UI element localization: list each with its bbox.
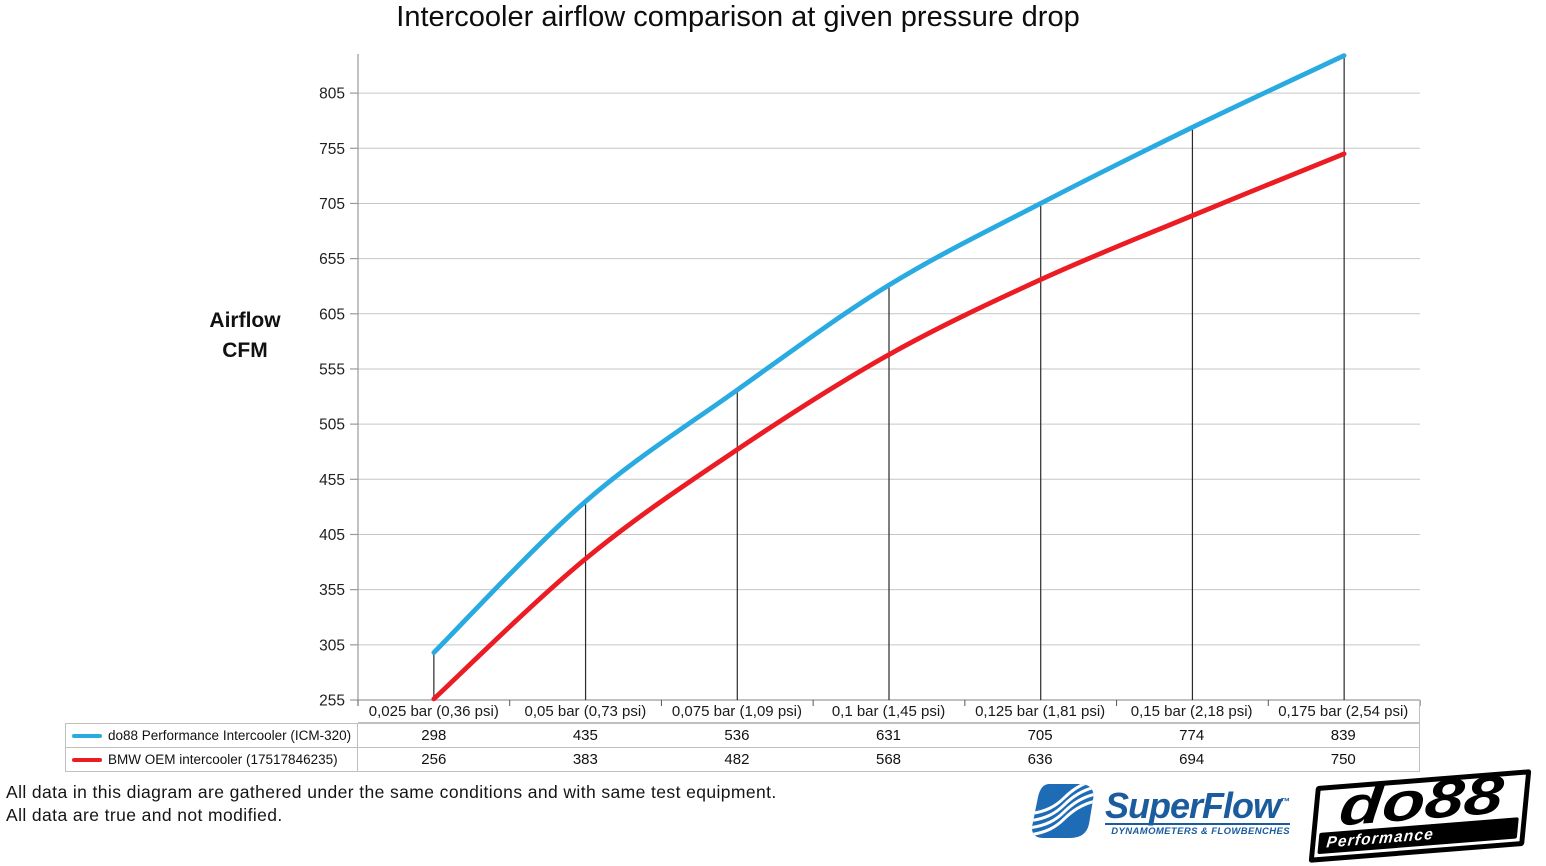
value-cell: 536 — [724, 727, 750, 744]
superflow-tagline: DYNAMOMETERS & FLOWBENCHES — [1105, 823, 1291, 837]
category-label: 0,025 bar (0,36 psi) — [368, 702, 499, 720]
y-tick-label: 305 — [319, 637, 345, 654]
value-cell: 636 — [1027, 751, 1053, 768]
value-cell: 482 — [724, 751, 750, 768]
series-line — [431, 53, 1347, 655]
legend-swatch — [72, 757, 102, 762]
value-cell: 435 — [572, 727, 598, 744]
footer-note: All data in this diagram are gathered un… — [6, 781, 777, 826]
legend-item: do88 Performance Intercooler (ICM-320) — [66, 724, 358, 747]
legend-label: BMW OEM intercooler (17517846235) — [108, 752, 338, 767]
y-axis-title: Airflow CFM — [185, 306, 305, 366]
chart-title: Intercooler airflow comparison at given … — [396, 1, 1080, 33]
value-cell: 774 — [1179, 727, 1205, 744]
y-tick-label: 355 — [319, 582, 345, 599]
plot-area: 255 305 355 405 455 505 555 605 655 705 755 805 — [319, 53, 1421, 710]
legend-label: do88 Performance Intercooler (ICM-320) — [108, 728, 352, 743]
value-cell: 839 — [1330, 727, 1356, 744]
y-tick-label: 405 — [319, 527, 345, 544]
category-label: 0,075 bar (1,09 psi) — [671, 702, 802, 720]
y-tick-label: 655 — [319, 251, 345, 268]
legend-item: BMW OEM intercooler (17517846235) — [66, 748, 358, 771]
do88-logo: do88 Performance — [1308, 764, 1532, 863]
y-axis-title-line2: CFM — [222, 339, 268, 362]
legend-swatch — [72, 733, 102, 738]
superflow-logo: SuperFlow™ DYNAMOMETERS & FLOWBENCHES — [1032, 783, 1291, 839]
y-tick-label: 755 — [319, 141, 345, 158]
superflow-wordmark: SuperFlow™ DYNAMOMETERS & FLOWBENCHES — [1105, 785, 1291, 837]
trademark-icon: ™ — [1280, 797, 1291, 808]
value-cell: 705 — [1027, 727, 1053, 744]
footer-line2: All data are true and not modified. — [6, 804, 283, 825]
category-label: 0,125 bar (1,81 psi) — [975, 702, 1106, 720]
value-cell: 298 — [421, 727, 447, 744]
superflow-name: SuperFlow™ — [1105, 785, 1291, 826]
y-tick-label: 505 — [319, 417, 345, 434]
value-cell: 256 — [421, 751, 447, 768]
category-label: 0,1 bar (1,45 psi) — [831, 702, 946, 720]
value-cell: 631 — [876, 727, 902, 744]
x-axis-category-row: 0,025 bar (0,36 psi) 0,05 bar (0,73 psi) 0… — [358, 700, 1420, 723]
y-tick-label: 705 — [319, 196, 345, 213]
category-label: 0,05 bar (0,73 psi) — [524, 702, 647, 720]
y-tick-label: 255 — [319, 693, 345, 710]
chart-data-table: do88 Performance Intercooler (ICM-320) 29… — [65, 723, 1420, 772]
y-tick-label: 805 — [319, 86, 345, 103]
value-cell: 383 — [572, 751, 598, 768]
superflow-icon — [1032, 784, 1094, 838]
y-tick-label: 605 — [319, 306, 345, 323]
category-label: 0,15 bar (2,18 psi) — [1130, 702, 1253, 720]
series-line — [431, 151, 1347, 702]
table-row: BMW OEM intercooler (17517846235) 256 383 4… — [66, 747, 1419, 771]
category-label: 0,175 bar (2,54 psi) — [1278, 702, 1409, 720]
y-tick-label: 455 — [319, 472, 345, 489]
value-cell: 694 — [1179, 751, 1205, 768]
y-tick-label: 555 — [319, 361, 345, 378]
value-cell: 568 — [876, 751, 902, 768]
value-cell: 750 — [1330, 751, 1356, 768]
table-row: do88 Performance Intercooler (ICM-320) 29… — [66, 724, 1419, 747]
footer-line1: All data in this diagram are gathered un… — [6, 782, 777, 802]
y-axis-title-line1: Airflow — [209, 309, 281, 332]
